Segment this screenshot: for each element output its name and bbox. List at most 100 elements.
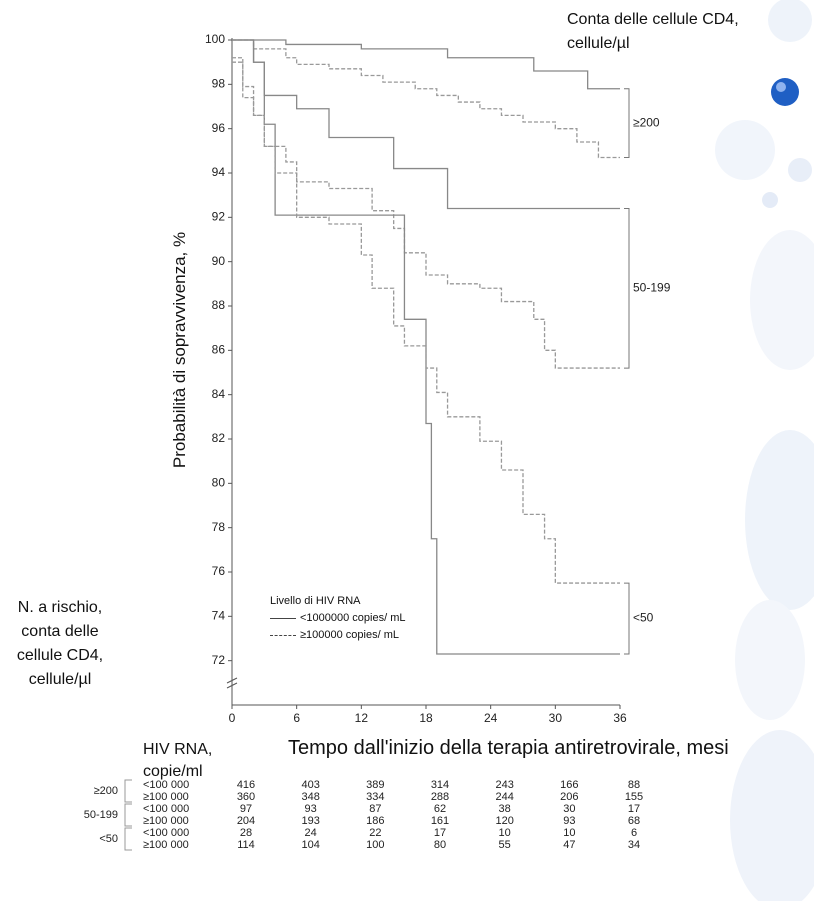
y-tick-label: 90 xyxy=(212,254,226,268)
risk-count: 55 xyxy=(499,839,511,851)
risk-count: 348 xyxy=(301,791,319,803)
group-label: <50 xyxy=(633,611,654,625)
risk-count: 68 xyxy=(628,815,640,827)
risk-count: 93 xyxy=(305,803,317,815)
risk-count: 24 xyxy=(305,827,317,839)
legend-entry: ≥100000 copies/ mL xyxy=(270,628,420,642)
risk-count: 6 xyxy=(631,827,637,839)
risk-count: 10 xyxy=(563,827,575,839)
risk-count: 104 xyxy=(301,839,319,851)
legend-swatch xyxy=(270,635,296,636)
page: 7274767880828486889092949698100061218243… xyxy=(0,0,814,901)
risk-group-label: ≥200 xyxy=(94,785,118,797)
risk-count: 17 xyxy=(628,803,640,815)
y-tick-label: 74 xyxy=(212,609,226,623)
risk-count: 30 xyxy=(563,803,575,815)
y-tick-label: 76 xyxy=(212,564,226,578)
x-tick-label: 24 xyxy=(484,711,498,725)
y-tick-label: 92 xyxy=(212,210,226,224)
risk-count: 10 xyxy=(499,827,511,839)
risk-count: 288 xyxy=(431,791,449,803)
risk-count: 34 xyxy=(628,839,640,851)
legend-label: <1000000 copies/ mL xyxy=(300,612,406,624)
risk-count: 22 xyxy=(369,827,381,839)
risk-count: 62 xyxy=(434,803,446,815)
risk-count: 416 xyxy=(237,779,255,791)
risk-count: 114 xyxy=(237,839,255,851)
y-tick-label: 88 xyxy=(212,298,226,312)
y-tick-label: 78 xyxy=(212,520,226,534)
risk-count: 17 xyxy=(434,827,446,839)
risk-count: 120 xyxy=(495,815,513,827)
risk-count: 155 xyxy=(625,791,643,803)
risk-group-label: <50 xyxy=(99,833,118,845)
risk-count: 314 xyxy=(431,779,449,791)
group-bracket xyxy=(624,208,629,368)
x-tick-label: 0 xyxy=(229,711,236,725)
chart: 7274767880828486889092949698100061218243… xyxy=(0,0,814,901)
chart-title: Conta delle cellule CD4, cellule/µl xyxy=(567,8,757,56)
survival-curve xyxy=(232,40,620,654)
group-bracket xyxy=(624,89,629,158)
y-tick-label: 96 xyxy=(212,121,226,135)
risk-count: 161 xyxy=(431,815,449,827)
legend-swatch xyxy=(270,618,296,619)
risk-count: 166 xyxy=(560,779,578,791)
legend-entry: <1000000 copies/ mL xyxy=(270,611,420,625)
group-bracket xyxy=(624,583,629,654)
risk-count: 403 xyxy=(301,779,319,791)
rna-title: HIV RNA, copie/ml xyxy=(143,739,238,783)
risk-count: 360 xyxy=(237,791,255,803)
risk-count: 38 xyxy=(499,803,511,815)
risk-count: 97 xyxy=(240,803,252,815)
y-tick-label: 72 xyxy=(212,653,226,667)
survival-curve xyxy=(232,40,620,89)
risk-count: 244 xyxy=(495,791,513,803)
risk-count: 186 xyxy=(366,815,384,827)
risk-bracket xyxy=(125,804,132,826)
x-tick-label: 12 xyxy=(355,711,369,725)
risk-count: 88 xyxy=(628,779,640,791)
y-axis-title: Probabilità di sopravvivenza, % xyxy=(170,232,190,468)
risk-rna: <100 000 xyxy=(143,803,189,815)
risk-count: 100 xyxy=(366,839,384,851)
y-tick-label: 100 xyxy=(205,32,225,46)
risk-count: 206 xyxy=(560,791,578,803)
risk-count: 80 xyxy=(434,839,446,851)
risk-count: 204 xyxy=(237,815,255,827)
legend-label: ≥100000 copies/ mL xyxy=(300,629,399,641)
risk-count: 87 xyxy=(369,803,381,815)
background-decor xyxy=(715,0,814,901)
y-tick-label: 80 xyxy=(212,476,226,490)
x-tick-label: 6 xyxy=(293,711,300,725)
legend: Livello di HIV RNA <1000000 copies/ mL ≥1… xyxy=(270,594,420,642)
risk-count: 193 xyxy=(301,815,319,827)
risk-bracket xyxy=(125,780,132,802)
risk-rna: ≥100 000 xyxy=(143,839,189,851)
group-label: 50-199 xyxy=(633,280,671,294)
risk-count: 334 xyxy=(366,791,384,803)
risk-count: 28 xyxy=(240,827,252,839)
risk-count: 243 xyxy=(495,779,513,791)
risk-count: 47 xyxy=(563,839,575,851)
legend-title: Livello di HIV RNA xyxy=(270,594,420,608)
survival-curve xyxy=(232,40,620,208)
risk-rna: <100 000 xyxy=(143,827,189,839)
risk-rna: ≥100 000 xyxy=(143,815,189,827)
risk-bracket xyxy=(125,828,132,850)
risk-rna: ≥100 000 xyxy=(143,791,189,803)
risk-group-label: 50-199 xyxy=(84,809,118,821)
x-axis-title: Tempo dall'inizio della terapia antiretr… xyxy=(288,737,729,760)
y-tick-label: 94 xyxy=(212,165,226,179)
y-tick-label: 98 xyxy=(212,77,226,91)
y-tick-label: 82 xyxy=(212,431,226,445)
risk-title: N. a rischio, conta delle cellule CD4, c… xyxy=(10,596,110,692)
survival-curve xyxy=(232,40,620,157)
x-tick-label: 30 xyxy=(549,711,563,725)
x-tick-label: 36 xyxy=(613,711,627,725)
y-tick-label: 86 xyxy=(212,343,226,357)
risk-count: 93 xyxy=(563,815,575,827)
risk-count: 389 xyxy=(366,779,384,791)
group-label: ≥200 xyxy=(633,115,660,129)
y-tick-label: 84 xyxy=(212,387,226,401)
